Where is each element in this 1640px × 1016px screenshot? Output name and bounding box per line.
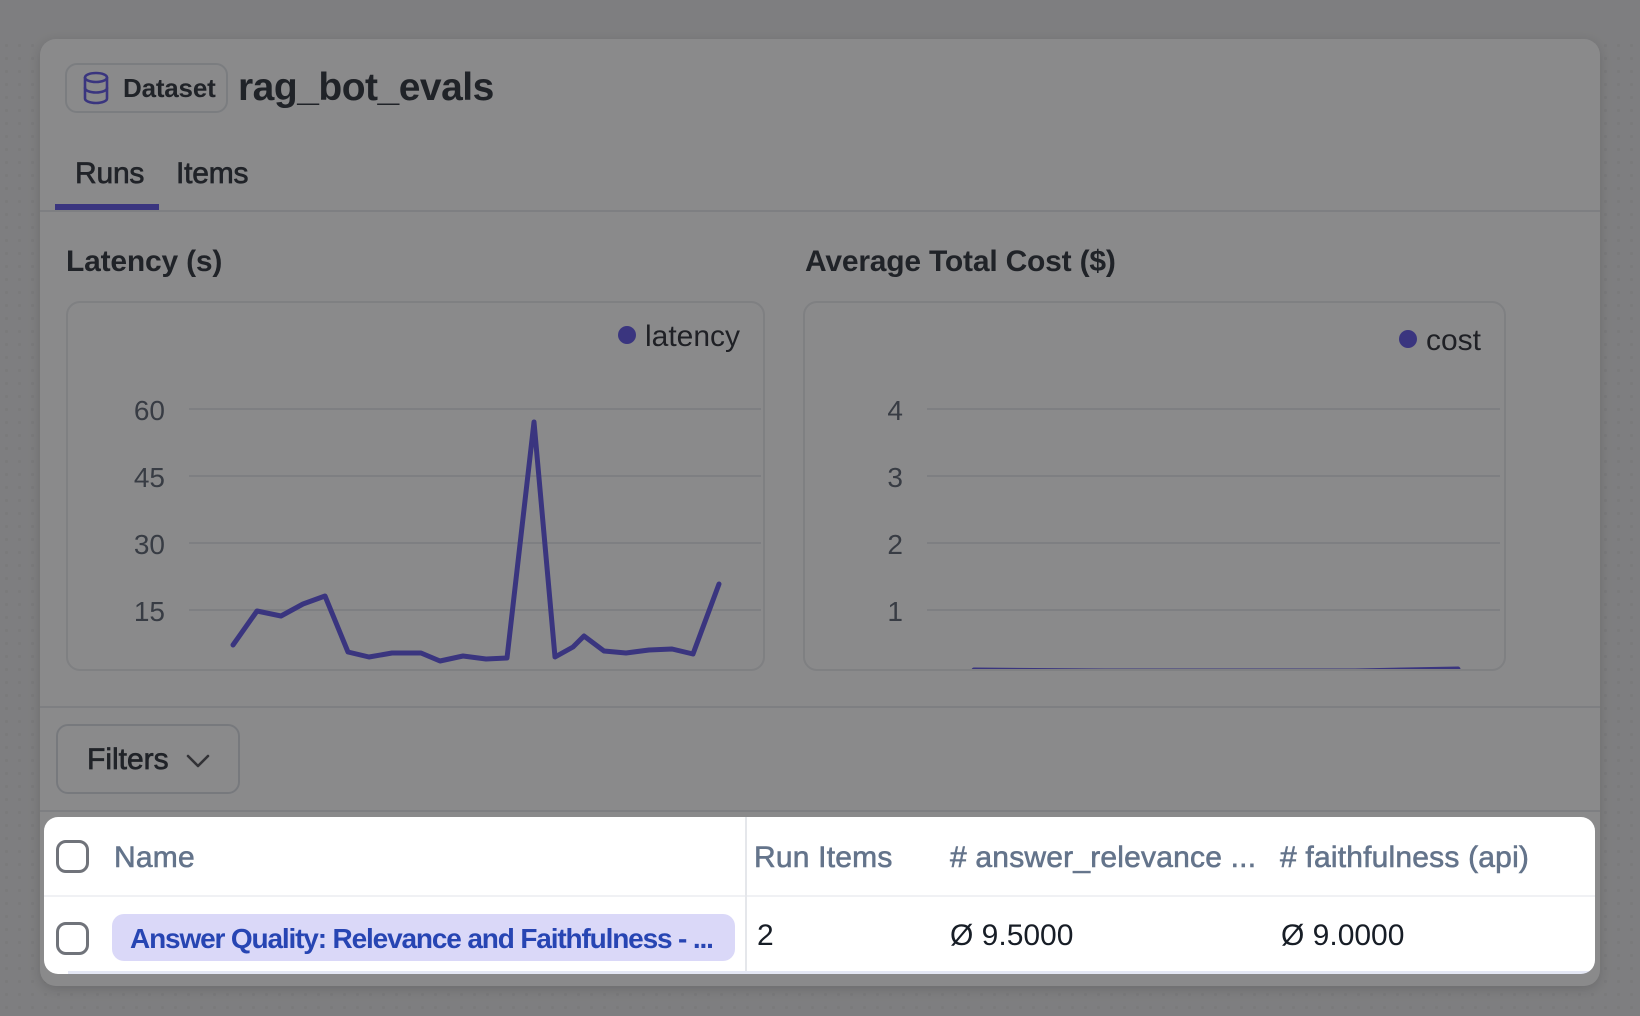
svg-text:1: 1	[887, 596, 903, 627]
svg-text:cost: cost	[1426, 324, 1482, 357]
svg-text:latency: latency	[645, 320, 740, 353]
svg-text:4: 4	[887, 395, 903, 426]
svg-text:30: 30	[134, 529, 165, 560]
svg-text:45: 45	[134, 462, 165, 493]
svg-text:60: 60	[134, 395, 165, 426]
svg-text:2: 2	[887, 529, 903, 560]
svg-text:3: 3	[887, 462, 903, 493]
svg-text:15: 15	[134, 596, 165, 627]
